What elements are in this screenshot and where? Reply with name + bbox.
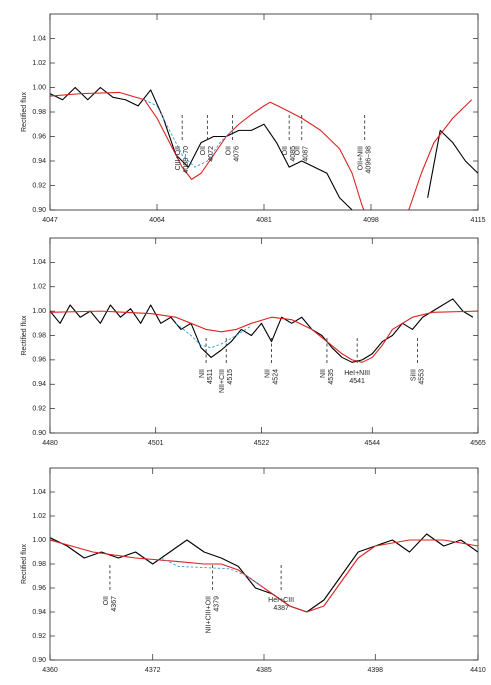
x-tick-label: 4385: [256, 667, 272, 674]
x-tick-label: 4565: [470, 440, 486, 447]
line-label: NII: [264, 369, 271, 378]
line-label: 4524: [272, 369, 279, 385]
x-tick-label: 4064: [149, 217, 165, 224]
x-tick-label: 4372: [145, 667, 161, 674]
x-tick-label: 4398: [367, 667, 383, 674]
spectrum-line: [50, 310, 478, 363]
line-label: 4072: [208, 146, 215, 162]
line-label: 4076: [233, 146, 240, 162]
line-label: OII: [295, 146, 302, 155]
y-tick-label: 0.90: [32, 207, 46, 214]
spectrum-line: [161, 557, 265, 589]
y-axis-label: Rectified flux: [21, 91, 28, 132]
line-label: OII+NIII: [358, 146, 365, 170]
y-tick-label: 0.94: [32, 381, 46, 388]
y-tick-label: 1.00: [32, 308, 46, 315]
line-label: CIII+OII: [175, 146, 182, 170]
y-tick-label: 0.96: [32, 357, 46, 364]
line-label: 4387: [273, 605, 289, 612]
x-tick-label: 4115: [470, 217, 485, 224]
spectrum-line: [175, 322, 252, 349]
spectrum-line: [50, 539, 478, 613]
y-tick-label: 1.02: [32, 60, 46, 67]
x-tick-label: 4501: [148, 440, 164, 447]
y-tick-label: 1.04: [32, 35, 46, 42]
line-label: 4515: [227, 369, 234, 385]
plot-area: [50, 533, 478, 613]
spectrum-line: [50, 298, 474, 363]
line-label: 4068−70: [183, 146, 190, 174]
line-label: OII: [282, 146, 289, 155]
line-label: 4087: [303, 146, 310, 162]
line-label: NII+CIII+OII: [205, 596, 212, 633]
panel: 0.90 0.92 0.94 0.96 0.98 1.00 1.02 1.04 4480 4501…: [21, 237, 486, 447]
line-label: 4511: [207, 369, 214, 384]
x-tick-label: 4098: [363, 217, 379, 224]
x-tick-label: 4410: [470, 667, 486, 674]
line-label: HeI+NIII: [344, 370, 370, 377]
x-tick-label: 4081: [256, 217, 272, 224]
line-label: NII: [320, 369, 327, 378]
y-tick-label: 0.98: [32, 561, 46, 568]
line-label: 4553: [418, 369, 425, 385]
y-tick-label: 0.94: [32, 158, 46, 165]
y-tick-label: 0.92: [32, 633, 46, 640]
spectrum-line: [50, 86, 478, 210]
plot-frame: [49, 467, 479, 661]
spectrum-line: [50, 533, 478, 613]
y-tick-label: 0.98: [32, 332, 46, 339]
y-tick-label: 1.02: [32, 284, 46, 291]
panel: 0.90 0.92 0.94 0.96 0.98 1.00 1.02 1.04 4360 4372…: [21, 467, 486, 674]
y-tick-label: 1.04: [32, 489, 46, 496]
x-tick-label: 4480: [42, 440, 58, 447]
line-label: OII: [225, 146, 232, 155]
y-tick-label: 1.04: [32, 259, 46, 266]
x-tick-label: 4360: [42, 667, 58, 674]
y-axis-label: Rectified flux: [21, 543, 28, 584]
y-tick-label: 0.90: [32, 430, 46, 437]
y-axis-label: Rectified flux: [21, 315, 28, 356]
y-tick-label: 0.96: [32, 133, 46, 140]
y-tick-label: 0.96: [32, 585, 46, 592]
line-label: OII: [103, 596, 110, 605]
spectrum-line: [144, 99, 233, 168]
y-tick-label: 1.00: [32, 537, 46, 544]
y-tick-label: 1.02: [32, 513, 46, 520]
line-label: 4096−98: [366, 146, 373, 174]
line-label: 4085: [290, 146, 297, 162]
line-label: NII+CIII: [219, 369, 226, 393]
y-tick-label: 1.00: [32, 84, 46, 91]
panel: 0.90 0.92 0.94 0.96 0.98 1.00 1.02 1.04 4047 4064…: [21, 13, 486, 224]
y-tick-label: 0.92: [32, 182, 46, 189]
plot-frame: [49, 237, 479, 434]
line-label: 4379: [213, 596, 220, 612]
plot-frame: [49, 13, 479, 211]
line-label: HeI+CIII: [268, 597, 294, 604]
line-label: 4367: [111, 596, 118, 612]
y-tick-label: 0.92: [32, 405, 46, 412]
x-tick-label: 4544: [364, 440, 380, 447]
y-tick-label: 0.90: [32, 657, 46, 664]
y-tick-label: 0.94: [32, 609, 46, 616]
line-label: NII: [199, 369, 206, 378]
x-tick-label: 4047: [42, 217, 58, 224]
y-tick-label: 0.98: [32, 109, 46, 116]
spectrum-line: [50, 91, 473, 210]
line-label: OII: [200, 146, 207, 155]
line-label: SiIII: [410, 369, 417, 381]
plot-area: [50, 298, 478, 363]
x-tick-label: 4522: [254, 440, 270, 447]
plot-area: [50, 86, 478, 210]
line-label: 4535: [328, 369, 335, 385]
line-label: 4541: [349, 378, 365, 385]
